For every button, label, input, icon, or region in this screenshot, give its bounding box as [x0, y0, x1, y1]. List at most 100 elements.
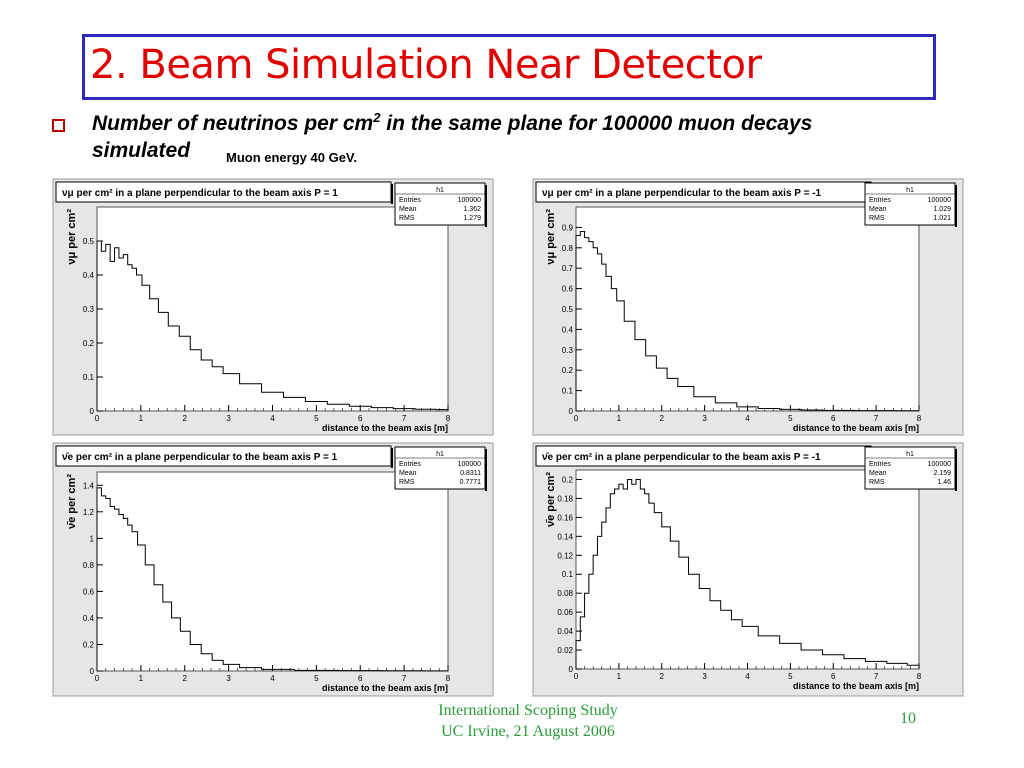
- x-tick-label: 4: [270, 674, 275, 683]
- x-tick-label: 8: [446, 414, 451, 423]
- x-tick-label: 2: [183, 674, 188, 683]
- x-tick-label: 6: [358, 414, 363, 423]
- stats-name: h1: [906, 451, 914, 458]
- x-tick-label: 7: [402, 674, 407, 683]
- stats-value: 0.8311: [460, 470, 481, 477]
- stats-name: h1: [906, 187, 914, 194]
- x-tick-label: 3: [226, 674, 231, 683]
- y-tick-label: 0.12: [557, 551, 573, 560]
- x-tick-label: 6: [831, 414, 836, 423]
- y-tick-label: 0.3: [562, 346, 574, 355]
- x-tick-label: 8: [917, 672, 922, 681]
- footer: International Scoping Study UC Irvine, 2…: [380, 700, 676, 742]
- title-box-shadow: [391, 448, 393, 468]
- y-axis-label: ν̄e per cm²: [66, 474, 78, 529]
- y-tick-label: 0: [569, 665, 574, 674]
- stats-box: [394, 446, 486, 490]
- y-tick-label: 1.2: [83, 508, 95, 517]
- histogram-title: ν̄e per cm² in a plane perpendicular to …: [542, 452, 821, 463]
- stats-value: 2.159: [933, 470, 951, 477]
- stats-name: h1: [436, 187, 444, 194]
- stats-label: Entries: [399, 461, 421, 468]
- y-tick-label: 0.08: [557, 589, 573, 598]
- bullet-marker: [52, 119, 65, 132]
- stats-value: 1.362: [463, 206, 481, 213]
- bullet-superscript: 2: [373, 110, 381, 125]
- stats-label: RMS: [869, 215, 885, 222]
- stats-label: Mean: [399, 470, 417, 477]
- x-tick-label: 3: [702, 672, 707, 681]
- y-tick-label: 0.04: [557, 627, 573, 636]
- y-tick-label: 0.1: [562, 570, 574, 579]
- x-tick-label: 3: [226, 414, 231, 423]
- stats-value: 1.021: [933, 215, 951, 222]
- x-axis-label: distance to the beam axis [m]: [322, 683, 448, 693]
- stats-box: [394, 182, 486, 226]
- x-tick-label: 8: [917, 414, 922, 423]
- x-tick-label: 4: [270, 414, 275, 423]
- y-tick-label: 0.1: [83, 373, 95, 382]
- x-tick-label: 7: [402, 414, 407, 423]
- histogram-title: νμ per cm² in a plane perpendicular to t…: [542, 188, 822, 199]
- y-axis-label: νμ per cm²: [545, 209, 557, 265]
- title-box: [82, 34, 936, 100]
- stats-label: Entries: [869, 461, 891, 468]
- stats-label: Mean: [869, 206, 887, 213]
- x-tick-label: 4: [745, 414, 750, 423]
- y-tick-label: 0.6: [83, 587, 95, 596]
- stats-name: h1: [436, 451, 444, 458]
- bullet-line-1: Number of neutrinos per cm2 in the same …: [92, 110, 812, 136]
- stats-label: RMS: [399, 479, 415, 486]
- y-tick-label: 0.16: [557, 513, 573, 522]
- y-tick-label: 0.2: [83, 339, 95, 348]
- y-tick-label: 0.14: [557, 532, 573, 541]
- stats-value: 100000: [928, 197, 951, 204]
- y-tick-label: 0: [90, 667, 95, 676]
- stats-value: 1.46: [937, 479, 951, 486]
- stats-box: [864, 182, 956, 226]
- x-tick-label: 5: [314, 414, 319, 423]
- stats-label: RMS: [399, 215, 415, 222]
- y-tick-label: 0: [90, 407, 95, 416]
- y-tick-label: 0.5: [562, 305, 574, 314]
- y-axis-label: ν̄e per cm²: [545, 472, 557, 527]
- x-tick-label: 5: [788, 672, 793, 681]
- stats-label: Entries: [869, 197, 891, 204]
- x-tick-label: 5: [788, 414, 793, 423]
- x-tick-label: 2: [660, 414, 665, 423]
- x-tick-label: 0: [95, 674, 100, 683]
- stats-box-shadow: [485, 449, 487, 491]
- y-axis-label: νμ per cm²: [66, 209, 78, 265]
- x-tick-label: 2: [183, 414, 188, 423]
- x-tick-label: 3: [702, 414, 707, 423]
- bullet-line-1-start: Number of neutrinos per cm: [92, 112, 374, 135]
- stats-label: Entries: [399, 197, 421, 204]
- footer-line-2: UC Irvine, 21 August 2006: [441, 723, 615, 740]
- y-tick-label: 0.2: [562, 366, 574, 375]
- x-tick-label: 1: [139, 674, 144, 683]
- plot-area: [575, 469, 920, 670]
- x-tick-label: 6: [358, 674, 363, 683]
- y-tick-label: 0.2: [562, 475, 574, 484]
- x-axis-label: distance to the beam axis [m]: [322, 423, 448, 433]
- bullet-line-2: simulated: [92, 139, 191, 162]
- x-tick-label: 7: [874, 672, 879, 681]
- footer-line-1: International Scoping Study: [438, 702, 618, 719]
- y-tick-label: 0.1: [562, 387, 574, 396]
- plot-area: [575, 206, 920, 412]
- stats-value: 1.279: [463, 215, 481, 222]
- x-tick-label: 0: [574, 414, 579, 423]
- title-box-shadow: [391, 184, 393, 204]
- stats-label: Mean: [399, 206, 417, 213]
- y-tick-label: 0.4: [83, 614, 95, 623]
- stats-value: 0.7771: [460, 479, 482, 486]
- stats-value: 1.029: [933, 206, 951, 213]
- page-number: 10: [900, 710, 916, 727]
- y-tick-label: 0.18: [557, 494, 573, 503]
- histogram-panel-3: 0 1 2 3 4 5 6 7 8 0 0.2 0.4 0.6 0.8 1 1.2 1.4 distance to…: [52, 442, 494, 697]
- plot-area: [96, 206, 449, 412]
- histogram-panel-4: 0 1 2 3 4 5 6 7 8 0 0.02 0.04 0.06 0.08 0.1 0.12 0.14 0.1…: [532, 442, 964, 697]
- stats-box-shadow: [955, 449, 957, 491]
- x-tick-label: 6: [831, 672, 836, 681]
